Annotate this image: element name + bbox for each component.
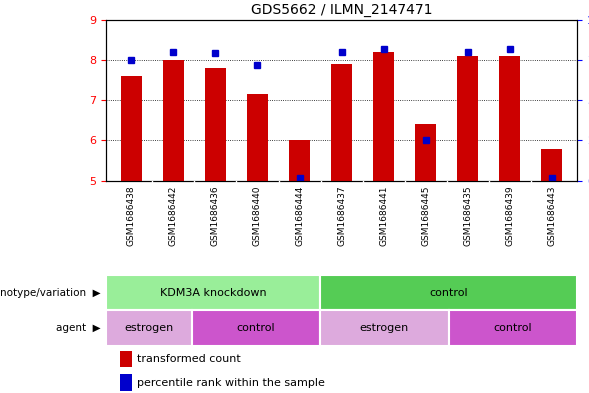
Bar xyxy=(320,275,577,310)
Bar xyxy=(106,275,320,310)
Bar xyxy=(247,94,268,181)
Text: GSM1686445: GSM1686445 xyxy=(421,185,430,246)
Text: GSM1686435: GSM1686435 xyxy=(464,185,472,246)
Bar xyxy=(415,124,436,181)
Text: percentile rank within the sample: percentile rank within the sample xyxy=(137,378,325,387)
Bar xyxy=(541,149,562,181)
Text: control: control xyxy=(494,323,532,333)
Bar xyxy=(449,310,577,346)
Text: GSM1686444: GSM1686444 xyxy=(295,185,304,246)
Text: GSM1686442: GSM1686442 xyxy=(169,185,178,246)
Bar xyxy=(106,310,191,346)
Title: GDS5662 / ILMN_2147471: GDS5662 / ILMN_2147471 xyxy=(251,3,432,17)
Text: agent  ▶: agent ▶ xyxy=(55,323,100,333)
Text: GSM1686437: GSM1686437 xyxy=(337,185,346,246)
Bar xyxy=(120,351,132,367)
Text: GSM1686440: GSM1686440 xyxy=(253,185,262,246)
Text: GSM1686438: GSM1686438 xyxy=(127,185,135,246)
Bar xyxy=(373,52,394,181)
Bar xyxy=(289,140,310,181)
Text: GSM1686443: GSM1686443 xyxy=(548,185,557,246)
Bar xyxy=(331,64,352,181)
Text: GSM1686439: GSM1686439 xyxy=(505,185,514,246)
Bar xyxy=(457,56,478,181)
Text: estrogen: estrogen xyxy=(360,323,409,333)
Bar xyxy=(191,310,320,346)
Text: GSM1686441: GSM1686441 xyxy=(379,185,388,246)
Bar xyxy=(499,56,521,181)
Bar xyxy=(320,310,449,346)
Text: genotype/variation  ▶: genotype/variation ▶ xyxy=(0,288,100,298)
Bar xyxy=(205,68,226,181)
Bar xyxy=(120,374,132,391)
Text: estrogen: estrogen xyxy=(124,323,174,333)
Text: KDM3A knockdown: KDM3A knockdown xyxy=(160,288,266,298)
Text: control: control xyxy=(237,323,275,333)
Text: GSM1686436: GSM1686436 xyxy=(211,185,220,246)
Text: transformed count: transformed count xyxy=(137,354,240,364)
Text: control: control xyxy=(429,288,468,298)
Bar xyxy=(121,76,142,181)
Bar xyxy=(163,60,184,181)
